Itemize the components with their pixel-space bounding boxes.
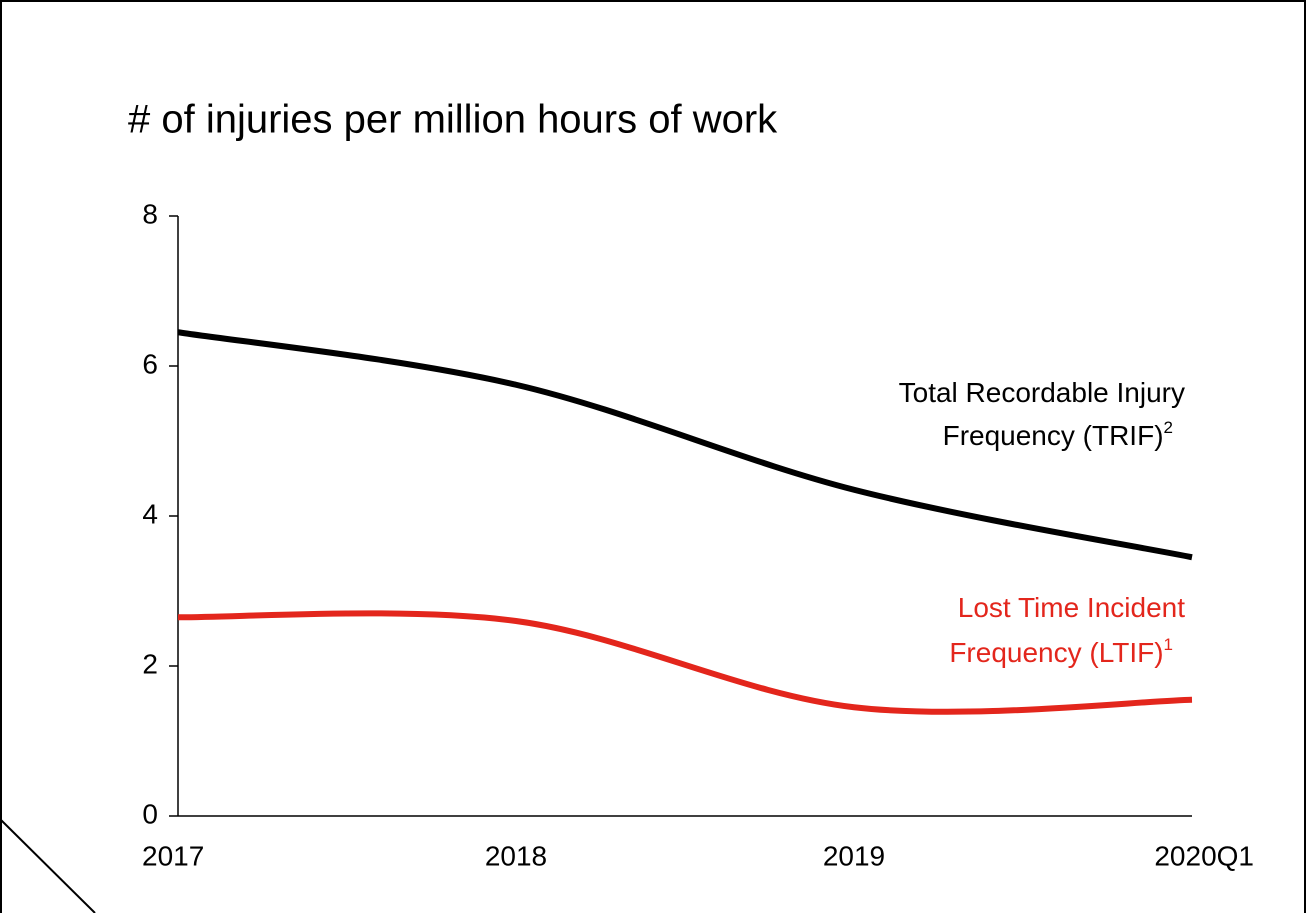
y-tick-label: 6 <box>142 348 158 379</box>
series-line <box>177 610 1193 715</box>
footnote-mark: 1 <box>1164 635 1173 654</box>
x-tick-label: 2018 <box>485 840 547 871</box>
x-tick-label: 2019 <box>823 840 885 871</box>
y-tick-label: 0 <box>142 798 158 829</box>
chart-title: # of injuries per million hours of work <box>128 98 778 142</box>
y-tick-label: 8 <box>142 198 158 229</box>
series-label: Total Recordable Injury <box>899 377 1185 408</box>
series-label-text: Frequency (TRIF) <box>943 420 1164 451</box>
series-label: Lost Time Incident <box>958 592 1185 623</box>
series-label-text: Frequency (LTIF) <box>949 637 1163 668</box>
series-label-text: Lost Time Incident <box>958 592 1185 623</box>
series-label: Frequency (TRIF)2 <box>943 418 1173 451</box>
series-label-text: Total Recordable Injury <box>899 377 1185 408</box>
frame-corner <box>0 819 96 913</box>
y-tick-label: 2 <box>142 648 158 679</box>
y-tick-label: 4 <box>142 498 158 529</box>
x-tick-label: 2020Q1 <box>1154 840 1254 871</box>
series-label: Frequency (LTIF)1 <box>949 635 1173 668</box>
series-line <box>177 329 1193 561</box>
footnote-mark: 2 <box>1164 418 1173 437</box>
x-tick-label: 2017 <box>142 840 204 871</box>
